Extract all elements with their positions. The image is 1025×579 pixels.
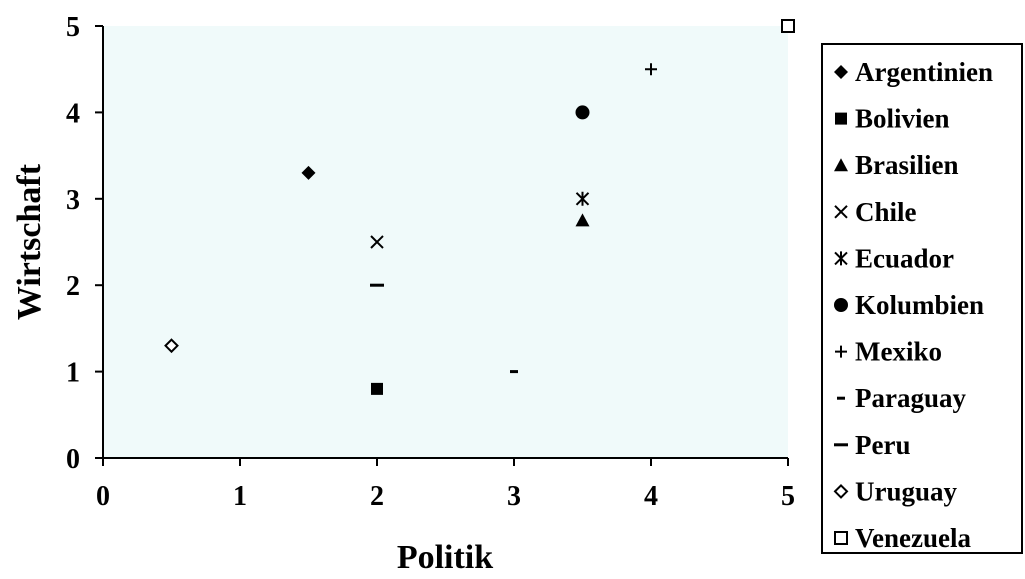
y-tick-label: 0 [66,444,80,475]
legend-box [821,43,1023,554]
legend-marker-kolumbien [834,298,848,312]
data-point-brasilien [575,213,590,227]
legend-marker-chile [834,205,848,219]
legend: Argentinien Bolivien Brasilien Chile Ecuador… [833,57,993,553]
legend-label-kolumbien: Kolumbien [855,290,984,320]
y-tick-label: 5 [66,12,80,43]
x-tick-label: 5 [781,481,795,512]
x-tick-label: 2 [370,481,384,512]
legend-marker-ecuador [834,251,848,266]
data-point-bolivien [371,382,383,395]
y-tick-label: 3 [66,185,80,216]
x-axis-title: Politik [397,539,493,576]
axis-ticks: 0 1 2 3 4 5 0 1 2 3 4 5 [66,12,795,512]
legend-marker-brasilien [834,158,848,172]
y-tick-label: 4 [66,98,80,129]
legend-marker-bolivien [835,112,847,125]
legend-label-peru: Peru [855,430,910,460]
legend-label-venezuela: Venezuela [855,523,971,553]
legend-label-bolivien: Bolivien [855,104,950,134]
legend-label-chile: Chile [855,197,917,227]
legend-marker-venezuela [834,531,848,545]
x-tick-label: 1 [233,481,247,512]
legend-marker-uruguay [833,483,849,499]
data-points [164,19,795,395]
data-point-kolumbien [575,105,590,120]
legend-marker-argentinien [834,65,848,79]
plot-area [103,26,788,458]
legend-label-brasilien: Brasilien [855,150,959,180]
legend-marker-mexiko [835,345,847,358]
y-tick-label: 1 [66,358,80,389]
legend-label-uruguay: Uruguay [855,476,958,506]
legend-label-mexiko: Mexiko [855,337,942,367]
x-tick-label: 0 [96,481,110,512]
data-point-ecuador [575,191,590,206]
x-tick-label: 4 [644,481,658,512]
data-point-argentinien [301,165,316,180]
x-tick-label: 3 [507,481,521,512]
data-point-mexiko [645,63,657,76]
y-axis-title: Wirtschaft [11,163,48,320]
legend-label-paraguay: Paraguay [855,383,966,413]
legend-label-argentinien: Argentinien [855,57,993,87]
data-point-uruguay [164,338,179,354]
data-point-chile [370,235,384,249]
y-tick-label: 2 [66,271,80,302]
data-point-venezuela [781,19,795,33]
legend-label-ecuador: Ecuador [855,243,954,273]
